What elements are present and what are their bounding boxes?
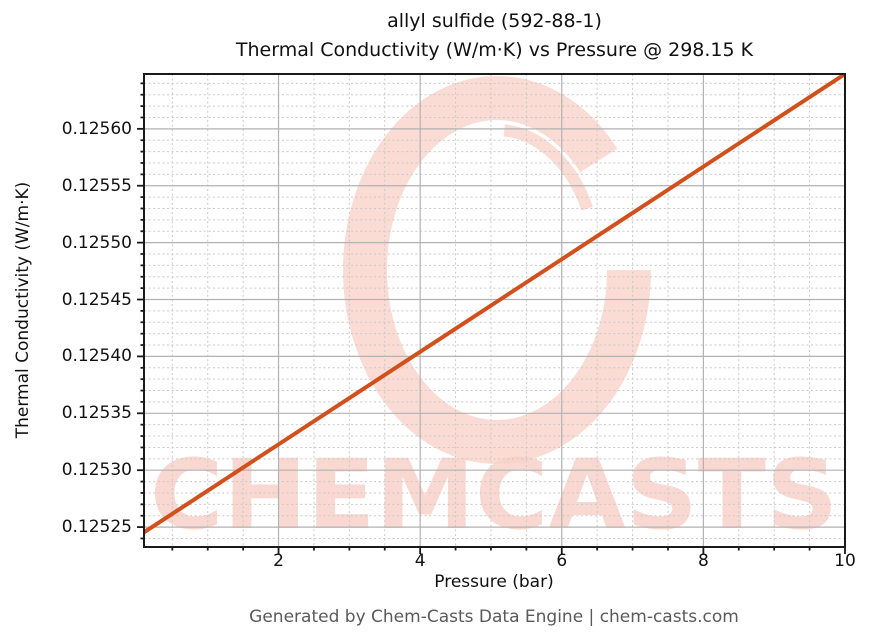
data-line: [144, 74, 845, 534]
x-tick-label: 2: [273, 551, 284, 571]
minor-gridlines: [144, 74, 845, 547]
y-tick-label: 0.12530: [61, 460, 132, 481]
title-line-1: allyl sulfide (592-88-1): [387, 10, 602, 32]
watermark: CHEMCASTS: [150, 76, 838, 551]
x-tick-label: 10: [834, 551, 856, 571]
y-tick-label: 0.12555: [61, 175, 132, 196]
x-axis-label: Pressure (bar): [434, 572, 554, 592]
y-tick-label: 0.12550: [61, 232, 132, 253]
footer-credit: Generated by Chem-Casts Data Engine | ch…: [249, 607, 739, 627]
watermark-text: CHEMCASTS: [150, 439, 838, 551]
y-tick-label: 0.12535: [61, 403, 132, 424]
plot-border: [143, 73, 846, 548]
y-tick-label: 0.12540: [61, 346, 132, 367]
watermark-inner-swoosh-icon: [391, 124, 603, 412]
y-tick-label: 0.12545: [61, 289, 132, 310]
watermark-brush-ring-icon: [343, 76, 651, 464]
chart-title: allyl sulfide (592-88-1) Thermal Conduct…: [144, 7, 845, 65]
y-tick-label: 0.12525: [61, 517, 132, 538]
title-line-2: Thermal Conductivity (W/m·K) vs Pressure…: [235, 39, 754, 61]
x-tick-label: 4: [414, 551, 426, 571]
x-tick-label: 8: [697, 551, 709, 571]
x-tick-label: 6: [556, 551, 568, 571]
y-tick-label: 0.12560: [61, 118, 132, 139]
y-axis-label: Thermal Conductivity (W/m·K): [13, 181, 33, 439]
